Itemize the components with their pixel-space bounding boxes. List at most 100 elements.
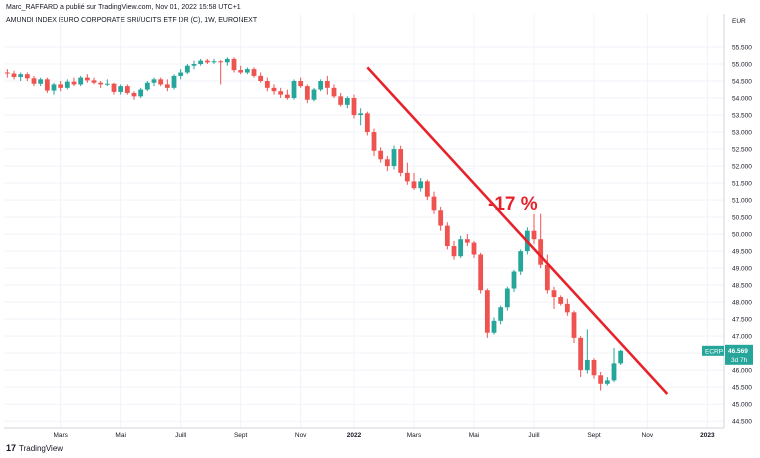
last-price-tag: ECRP 46.569 3d 7h: [702, 344, 753, 365]
price-tick-label: 48.000: [732, 299, 752, 306]
candle-body: [338, 96, 344, 105]
candle-body: [351, 98, 357, 116]
candle-body: [504, 288, 510, 308]
candle-body: [384, 159, 390, 167]
candle-body: [78, 77, 84, 85]
time-tick-label: Mars: [53, 432, 68, 439]
candle: [284, 89, 290, 100]
price-tick-label: 51.500: [732, 180, 752, 187]
symbol-title: AMUNDI INDEX EURO CORPORATE SRI/UCITS ET…: [6, 17, 258, 24]
candle-body: [178, 72, 184, 76]
candle-body: [98, 82, 104, 85]
candle: [171, 74, 177, 90]
time-tick-label: Sept: [587, 432, 601, 439]
candle: [384, 155, 390, 172]
candle: [124, 84, 130, 95]
candle-body: [438, 210, 444, 226]
time-tick-label: Mai: [469, 432, 479, 439]
tradingview-logo[interactable]: 17 TradingView: [6, 443, 63, 453]
time-tick-label: 2022: [347, 432, 362, 439]
price-tick-label: 45.000: [732, 401, 752, 408]
candle-body: [538, 239, 544, 265]
candle: [484, 288, 490, 338]
currency-label: EUR: [732, 18, 746, 25]
candle-body: [171, 75, 177, 88]
candle-body: [571, 312, 577, 338]
candle: [378, 147, 384, 163]
candle: [244, 67, 250, 75]
candle-body: [191, 64, 197, 66]
percent-change-annotation: -17 %: [488, 194, 538, 215]
candle-body: [564, 303, 570, 313]
candle: [324, 75, 330, 95]
candle-body: [198, 60, 204, 65]
candle-body: [484, 290, 490, 333]
candle-body: [371, 132, 377, 151]
candle: [404, 162, 410, 185]
candle: [291, 79, 297, 100]
candle: [158, 77, 164, 87]
candle: [144, 81, 150, 92]
candle: [258, 72, 264, 83]
candle: [464, 234, 470, 247]
time-axis[interactable]: Mars Mai Juill Sept Nov 2022 Mars Mai Juill Sept N…: [53, 432, 715, 439]
candle-body: [331, 87, 337, 97]
price-axis[interactable]: 44.50045.00045.50046.00046.50047.00047.5…: [732, 44, 752, 425]
candle-body: [598, 375, 604, 384]
candle: [264, 77, 270, 92]
price-tag-countdown: 3d 7h: [731, 357, 748, 364]
candle: [91, 77, 97, 85]
candle-body: [64, 81, 70, 88]
candle: [111, 82, 117, 95]
candle-body: [51, 84, 57, 91]
time-tick-label: Juill: [175, 432, 187, 439]
candle: [364, 111, 370, 136]
candle: [238, 65, 244, 75]
candle: [471, 240, 477, 258]
candle-body: [378, 150, 384, 160]
candle-body: [411, 181, 417, 189]
price-tick-label: 47.000: [732, 333, 752, 340]
candle-body: [324, 81, 330, 88]
candle-body: [244, 69, 250, 73]
candle: [531, 213, 537, 245]
price-tick-label: 48.500: [732, 282, 752, 289]
price-tick-label: 53.500: [732, 112, 752, 119]
candle: [418, 177, 424, 192]
candle-body: [271, 87, 277, 92]
candle: [331, 84, 337, 99]
candle-body: [44, 79, 50, 91]
candle: [38, 77, 44, 87]
candle-body: [131, 92, 137, 97]
price-tag-bg: [725, 344, 753, 365]
candle-body: [511, 271, 517, 289]
candle-body: [118, 86, 124, 92]
candle-body: [578, 337, 584, 371]
candle: [131, 91, 137, 100]
candle: [184, 64, 190, 75]
candle-body: [584, 359, 590, 371]
candle: [58, 81, 64, 92]
candle: [278, 87, 284, 99]
candle: [411, 172, 417, 190]
candle-body: [318, 81, 324, 90]
candle: [498, 305, 504, 325]
trendline[interactable]: [366, 66, 669, 395]
time-tick-label: Nov: [295, 432, 307, 439]
candle: [584, 329, 590, 374]
candle: [458, 235, 464, 258]
candle: [198, 58, 204, 66]
candles-layer: [4, 57, 624, 391]
candle: [444, 222, 450, 250]
candle-body: [464, 239, 470, 243]
candle-body: [304, 86, 310, 100]
candle: [151, 77, 157, 87]
candle-body: [391, 149, 397, 167]
price-tick-label: 50.000: [732, 231, 752, 238]
candle: [178, 69, 184, 80]
candle: [78, 75, 84, 87]
candle: [518, 249, 524, 275]
grid-lines: [4, 14, 724, 428]
candle-body: [344, 98, 350, 105]
